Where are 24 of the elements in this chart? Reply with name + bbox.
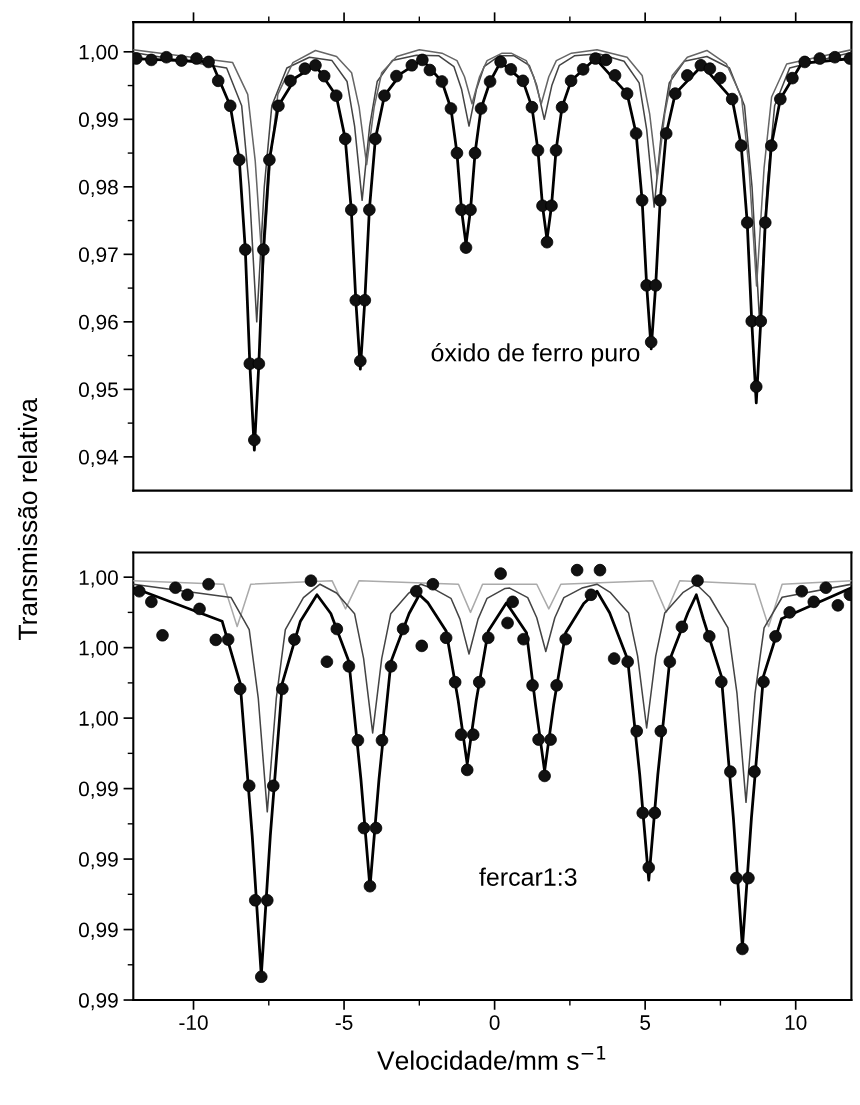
- x-tick-label: -5: [335, 1015, 353, 1030]
- y-tick-label: 0,99: [78, 781, 118, 799]
- annotation: óxido de ferro puro: [431, 342, 640, 367]
- y-tick-label: 0,99: [78, 852, 118, 870]
- y-tick-label: 0,99: [78, 922, 118, 940]
- x-axis-title: Velocidade/mm s$^{−1}$: [377, 1046, 606, 1070]
- line-series: [133, 579, 852, 628]
- annotation: fercar1:3: [479, 867, 577, 886]
- y-tick-label: 0,99: [78, 112, 118, 130]
- y-tick-label: 1,00: [79, 711, 118, 729]
- y-tick-label: 0,96: [78, 314, 118, 333]
- y-tick-label: 0,97: [78, 247, 118, 265]
- y-tick-label: 0,98: [78, 179, 118, 198]
- x-tick-label: -10: [179, 1015, 208, 1030]
- x-tick-label: 0: [489, 1015, 500, 1030]
- y-tick-label: 1,00: [79, 640, 118, 658]
- y-axis-title: Transmissão relativa: [17, 398, 38, 640]
- x-tick-label: 10: [785, 1015, 807, 1030]
- y-tick-label: 0,94: [78, 449, 119, 468]
- x-tick-label: 5: [640, 1015, 651, 1030]
- y-tick-label: 0,95: [78, 382, 118, 400]
- y-tick-label: 1,00: [79, 44, 118, 63]
- y-tick-label: 0,99: [78, 993, 118, 1011]
- y-tick-label: 1,00: [79, 570, 118, 588]
